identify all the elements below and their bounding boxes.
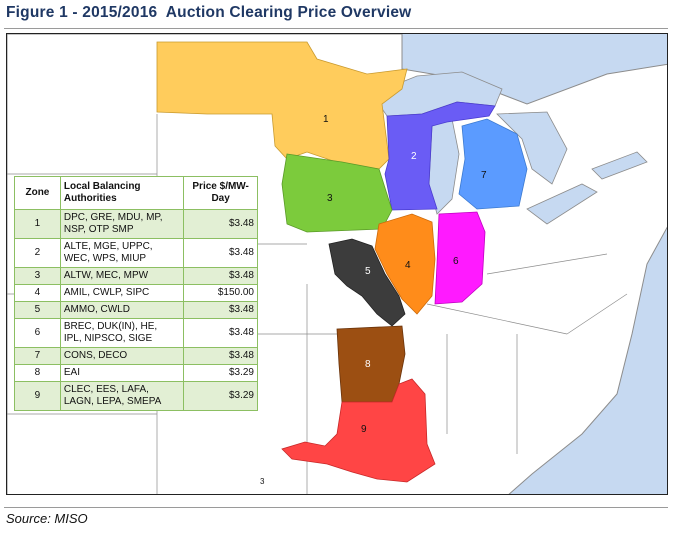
source-divider xyxy=(4,507,668,508)
zone-label-8: 8 xyxy=(365,359,371,370)
zone-number: 3 xyxy=(14,267,61,285)
header-zone: Zone xyxy=(14,176,61,210)
table-row: 7 CONS, DECO $3.48 xyxy=(14,347,258,365)
zone-label-7: 7 xyxy=(481,170,487,181)
zone-5-area xyxy=(328,238,406,327)
zone-number: 7 xyxy=(14,347,61,365)
zone-number: 1 xyxy=(14,209,61,239)
authorities-cell: ALTW, MEC, MPW xyxy=(59,267,185,285)
authorities-cell: AMMO, CWLD xyxy=(59,301,185,319)
zone-label-3: 3 xyxy=(327,193,333,204)
authorities-cell: DPC, GRE, MDU, MP, NSP, OTP SMP xyxy=(59,209,185,239)
table-header-row: Zone Local Balancing Authorities Price $… xyxy=(14,176,258,210)
footnote-mark: 3 xyxy=(260,477,265,486)
zone-label-1: 1 xyxy=(323,114,329,125)
table-row: 5 AMMO, CWLD $3.48 xyxy=(14,301,258,319)
table-row: 9 CLEC, EES, LAFA, LAGN, LEPA, SMEPA $3.… xyxy=(14,381,258,411)
price-cell: $3.48 xyxy=(183,209,258,239)
zone-number: 8 xyxy=(14,364,61,382)
zone-number: 6 xyxy=(14,318,61,348)
price-cell: $3.48 xyxy=(183,301,258,319)
source-note: Source: MISO xyxy=(6,511,88,526)
header-price: Price $/MW-Day xyxy=(183,176,258,210)
zone-label-4: 4 xyxy=(405,260,411,271)
authorities-cell: BREC, DUK(IN), HE, IPL, NIPSCO, SIGE xyxy=(59,318,185,348)
zone-number: 2 xyxy=(14,238,61,268)
table-row: 1 DPC, GRE, MDU, MP, NSP, OTP SMP $3.48 xyxy=(14,209,258,239)
zone-label-6: 6 xyxy=(453,256,459,267)
authorities-cell: EAI xyxy=(59,364,185,382)
table-row: 2 ALTE, MGE, UPPC, WEC, WPS, MIUP $3.48 xyxy=(14,238,258,268)
zone-8-area xyxy=(336,325,406,403)
zone-price-table: Zone Local Balancing Authorities Price $… xyxy=(14,176,258,411)
table-row: 4 AMIL, CWLP, SIPC $150.00 xyxy=(14,284,258,302)
price-cell: $3.29 xyxy=(183,381,258,411)
authorities-cell: CLEC, EES, LAFA, LAGN, LEPA, SMEPA xyxy=(59,381,185,411)
figure-title: Figure 1 - 2015/2016 Auction Clearing Pr… xyxy=(6,4,412,21)
zone-number: 9 xyxy=(14,381,61,411)
title-divider xyxy=(4,28,668,29)
authorities-cell: AMIL, CWLP, SIPC xyxy=(59,284,185,302)
zone-label-5: 5 xyxy=(365,266,371,277)
zone-number: 4 xyxy=(14,284,61,302)
zone-9-area xyxy=(281,378,436,483)
lake-ontario xyxy=(591,151,648,180)
zone-number: 5 xyxy=(14,301,61,319)
price-cell: $3.48 xyxy=(183,267,258,285)
zone-label-9: 9 xyxy=(361,424,367,435)
price-cell: $3.48 xyxy=(183,238,258,268)
price-cell: $3.48 xyxy=(183,318,258,348)
table-row: 6 BREC, DUK(IN), HE, IPL, NIPSCO, SIGE $… xyxy=(14,318,258,348)
header-authorities: Local Balancing Authorities xyxy=(59,176,185,210)
zone-4-area xyxy=(374,213,436,315)
table-row: 8 EAI $3.29 xyxy=(14,364,258,382)
zone-7-area xyxy=(458,118,528,210)
price-cell: $150.00 xyxy=(183,284,258,302)
price-cell: $3.29 xyxy=(183,364,258,382)
lake-huron xyxy=(496,111,568,185)
authorities-cell: CONS, DECO xyxy=(59,347,185,365)
price-cell: $3.48 xyxy=(183,347,258,365)
table-row: 3 ALTW, MEC, MPW $3.48 xyxy=(14,267,258,285)
zone-label-2: 2 xyxy=(411,151,417,162)
zone-2-area xyxy=(384,101,496,211)
lake-erie xyxy=(526,183,598,225)
authorities-cell: ALTE, MGE, UPPC, WEC, WPS, MIUP xyxy=(59,238,185,268)
zone-6-area xyxy=(434,211,486,305)
